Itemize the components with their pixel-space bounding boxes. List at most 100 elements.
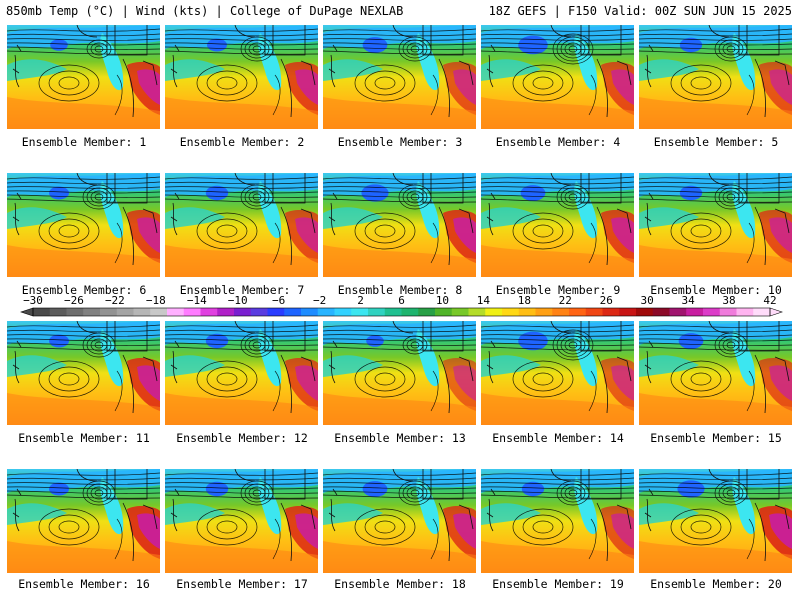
ensemble-member-label: Ensemble Member: 20 [650,577,782,591]
colorbar-swatch [569,308,587,316]
ensemble-map-panel [165,25,318,129]
colorbar-tick-label: −30 [23,294,43,307]
ensemble-member-label: Ensemble Member: 19 [492,577,624,591]
ensemble-member-label: Ensemble Member: 8 [337,283,463,297]
colorbar-tick-label: −22 [105,294,125,307]
colorbar-swatch [267,308,285,316]
colorbar-tick-label: −6 [272,294,285,307]
colorbar-tick-label: 2 [357,294,364,307]
colorbar-swatch [619,308,637,316]
colorbar-swatch [719,308,737,316]
colorbar-tick-label: 26 [600,294,613,307]
colorbar-swatch [535,308,553,316]
colorbar-swatch [585,308,603,316]
colorbar-tick-label: 14 [477,294,491,307]
colorbar-swatch [602,308,620,316]
ensemble-member-label: Ensemble Member: 5 [653,135,779,149]
colorbar-swatch [217,308,235,316]
ensemble-map-panel [165,469,318,573]
colorbar-swatch [485,308,503,316]
header-title: 850mb Temp (°C) | Wind (kts) | College o… [6,4,404,18]
colorbar-swatch [250,308,268,316]
ensemble-member-label: Ensemble Member: 17 [176,577,308,591]
colorbar-swatch [703,308,721,316]
ensemble-map-panel [7,173,160,277]
ensemble-member-label: Ensemble Member: 18 [334,577,466,591]
ensemble-map-panel [639,173,792,277]
colorbar-swatch [83,308,101,316]
colorbar-tick-label: 34 [681,294,695,307]
ensemble-member-label: Ensemble Member: 7 [179,283,305,297]
colorbar-swatch [150,308,168,316]
ensemble-map-panel [481,173,634,277]
colorbar-swatch [200,308,218,316]
ensemble-member-label: Ensemble Member: 13 [334,431,466,445]
ensemble-map-panel [7,25,160,129]
colorbar-swatch [518,308,536,316]
ensemble-map-panel [323,321,476,425]
colorbar-swatch [552,308,570,316]
colorbar-swatch [686,308,704,316]
ensemble-member-label: Ensemble Member: 3 [337,135,463,149]
colorbar-swatch [401,308,419,316]
colorbar-swatch [183,308,201,316]
colorbar-tick-label: 18 [518,294,531,307]
colorbar-swatch [167,308,185,316]
ensemble-member-label: Ensemble Member: 14 [492,431,624,445]
ensemble-member-label: Ensemble Member: 4 [495,135,621,149]
colorbar-swatch [435,308,453,316]
ensemble-map-panel [323,469,476,573]
colorbar-swatch [116,308,134,316]
colorbar-swatch [66,308,84,316]
ensemble-member-label: Ensemble Member: 15 [650,431,782,445]
ensemble-member-label: Ensemble Member: 12 [176,431,308,445]
colorbar-tick-label: −10 [228,294,248,307]
ensemble-map-panel [7,321,160,425]
colorbar-swatch [451,308,469,316]
colorbar-tick-label: 38 [722,294,735,307]
colorbar-tick-label: 42 [763,294,776,307]
colorbar-swatch [301,308,319,316]
colorbar-swatch [317,308,335,316]
ensemble-member-label: Ensemble Member: 9 [495,283,621,297]
colorbar-swatch [636,308,654,316]
colorbar-swatch [753,308,771,316]
colorbar-min-arrow [20,307,34,317]
ensemble-member-label: Ensemble Member: 2 [179,135,305,149]
colorbar-swatch [384,308,402,316]
ensemble-map-panel [639,321,792,425]
colorbar-swatch [100,308,118,316]
colorbar-tick-label: −26 [64,294,84,307]
ensemble-member-label: Ensemble Member: 16 [18,577,150,591]
colorbar-swatch [234,308,252,316]
colorbar-tick-label: −18 [146,294,166,307]
colorbar-swatch [351,308,369,316]
ensemble-map-panel [165,321,318,425]
ensemble-map-panel [7,469,160,573]
colorbar-tick-label: −2 [313,294,326,307]
ensemble-member-label: Ensemble Member: 11 [18,431,150,445]
colorbar-tick-label: 22 [559,294,572,307]
ensemble-member-label: Ensemble Member: 10 [650,283,782,297]
ensemble-map-panel [323,25,476,129]
colorbar-swatch [669,308,687,316]
ensemble-map-panel [323,173,476,277]
ensemble-map-panel [481,25,634,129]
colorbar-swatch [33,308,51,316]
colorbar-tick-label: 6 [398,294,405,307]
header-run-info: 18Z GEFS | F150 Valid: 00Z SUN JUN 15 20… [488,4,792,18]
ensemble-map-panel [481,469,634,573]
colorbar-swatch [368,308,386,316]
ensemble-member-label: Ensemble Member: 1 [21,135,147,149]
colorbar-swatch [284,308,302,316]
colorbar-swatch [334,308,352,316]
ensemble-map-panel [165,173,318,277]
colorbar-swatch [652,308,670,316]
colorbar-tick-label: 10 [436,294,449,307]
colorbar-swatch [133,308,151,316]
colorbar-max-arrow [769,307,783,317]
colorbar-tick-label: −14 [187,294,207,307]
colorbar-swatch [418,308,436,316]
ensemble-map-panel [639,25,792,129]
colorbar-swatch [736,308,754,316]
